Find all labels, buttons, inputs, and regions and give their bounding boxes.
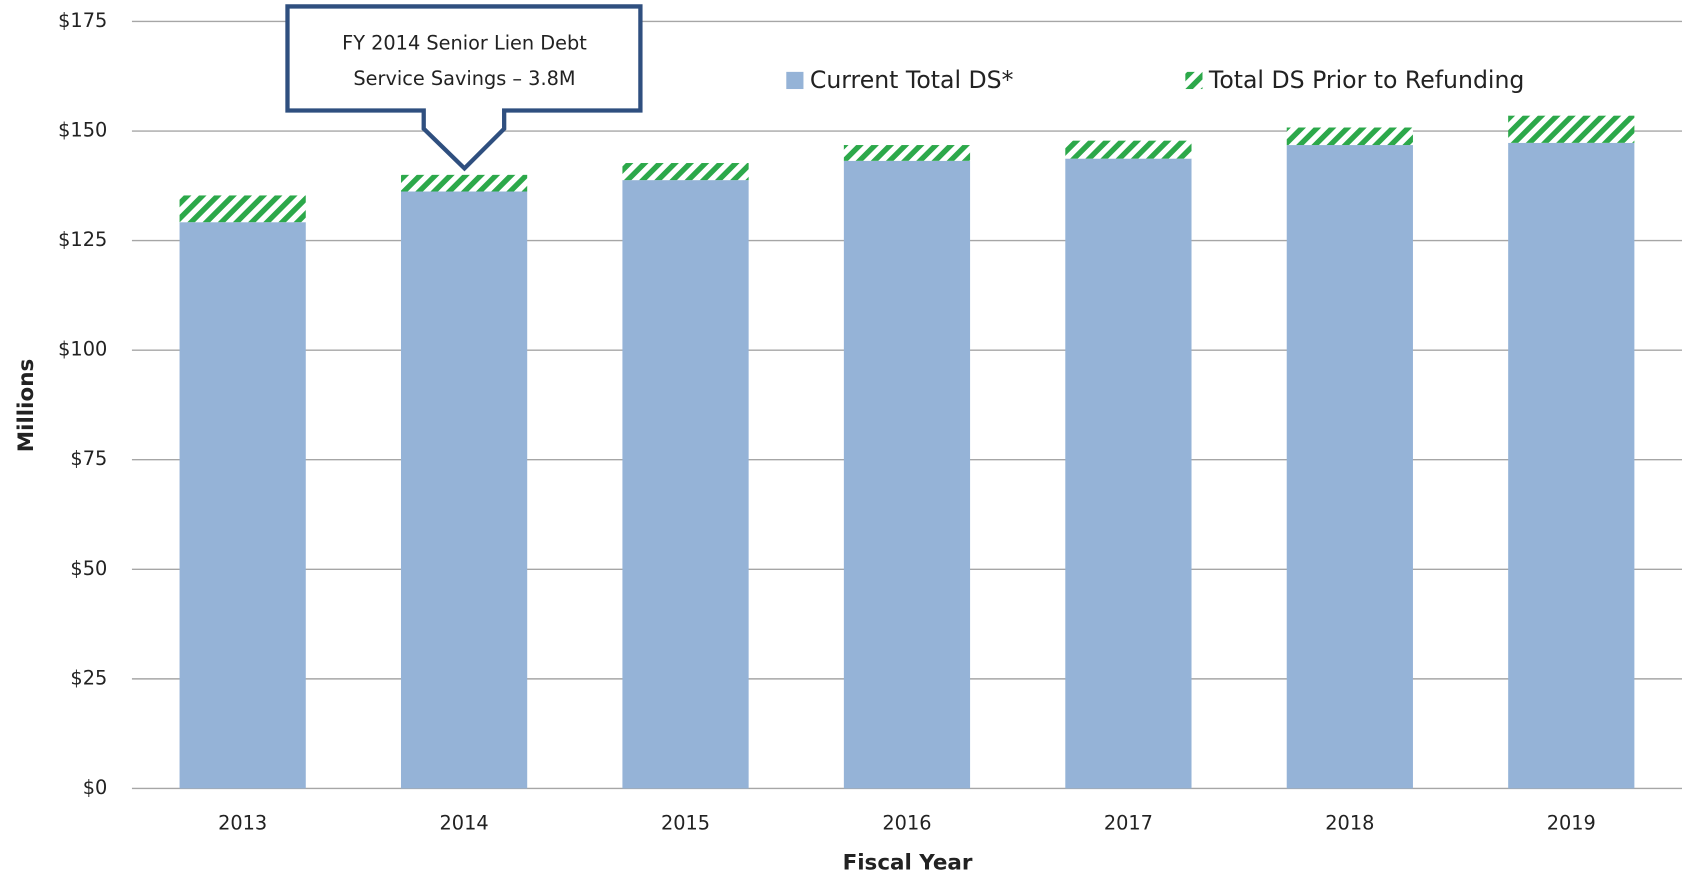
bar-segment (622, 180, 749, 789)
x-tick-label: 2017 (1104, 811, 1153, 834)
y-tick-label: $0 (83, 776, 108, 799)
callout-box (285, 4, 643, 172)
bar-segment (1065, 158, 1192, 789)
y-tick-label: $175 (58, 9, 107, 32)
annotation-line: FY 2014 Senior Lien Debt (342, 31, 587, 54)
bar-segment (1508, 115, 1635, 143)
bar-segment (1286, 145, 1413, 789)
bar-segment (400, 174, 528, 192)
legend-label: Current Total DS* (810, 66, 1014, 94)
bar-segment (400, 191, 528, 789)
y-tick-label: $50 (70, 557, 107, 580)
y-tick-label: $125 (58, 228, 107, 251)
legend-label: Total DS Prior to Refunding (1208, 66, 1524, 94)
x-tick-label: 2015 (661, 811, 710, 834)
y-tick-label: $25 (70, 666, 107, 689)
y-axis-label: Millions (14, 359, 39, 452)
x-tick-label: 2018 (1325, 811, 1374, 834)
legend-swatch (1185, 71, 1203, 90)
x-tick-label: 2013 (218, 811, 267, 834)
bar-segment (622, 163, 749, 181)
y-tick-label: $100 (58, 338, 107, 361)
bar-segment (1286, 127, 1413, 146)
bar-segment (843, 145, 971, 161)
annotation: FY 2014 Senior Lien Debt Service Savings… (285, 4, 643, 172)
y-tick-label: $150 (58, 119, 107, 142)
legend-swatch (786, 71, 804, 90)
bar-segment (843, 160, 971, 789)
bar-segment (179, 195, 306, 223)
x-tick-label: 2014 (440, 811, 489, 834)
bar-segment (1065, 140, 1192, 159)
y-tick-label: $75 (70, 447, 107, 470)
x-tick-label: 2016 (882, 811, 931, 834)
annotation-line: Service Savings – 3.8M (353, 67, 575, 90)
x-axis-label: Fiscal Year (843, 851, 973, 876)
x-tick-label: 2019 (1547, 811, 1596, 834)
bar-segment (1508, 142, 1635, 789)
bar-segment (179, 222, 306, 789)
plot-root: Millions Fiscal Year $0 $25 $50 $75 $100 $125… (14, 9, 1682, 876)
